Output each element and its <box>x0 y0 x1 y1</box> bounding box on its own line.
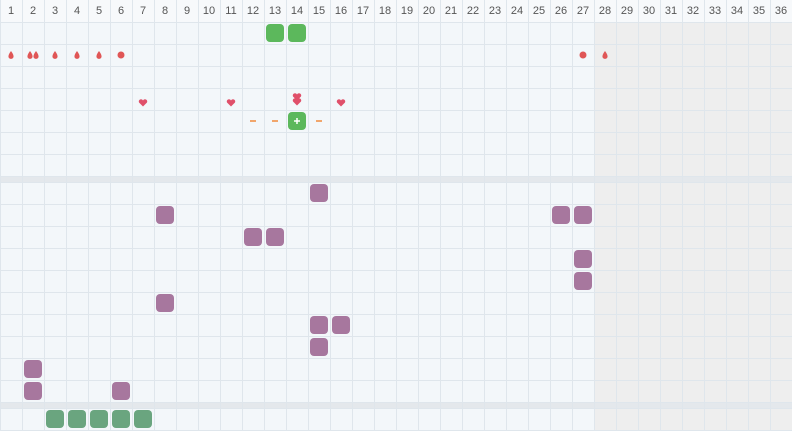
column-label: 3 <box>52 5 58 17</box>
drop-icon <box>602 51 608 59</box>
blob-icon <box>46 410 64 428</box>
column-label: 35 <box>753 5 765 17</box>
blob-icon <box>90 410 108 428</box>
blob-icon <box>574 206 592 224</box>
column-label: 36 <box>775 5 787 17</box>
drop-icon <box>52 51 58 59</box>
blob-icon <box>24 360 42 378</box>
column-label: 7 <box>140 5 146 17</box>
blob-icon <box>112 382 130 400</box>
heart-icon <box>292 93 302 101</box>
heart-icon <box>138 99 148 107</box>
blob-icon <box>112 410 130 428</box>
heart-icon <box>336 99 346 107</box>
column-label: 31 <box>665 5 677 17</box>
heart-icon <box>226 99 236 107</box>
column-label: 24 <box>511 5 523 17</box>
dot-icon <box>579 51 587 59</box>
blob-icon <box>310 316 328 334</box>
blob-icon <box>68 410 86 428</box>
column-label: 34 <box>731 5 743 17</box>
column-label: 16 <box>335 5 347 17</box>
column-label: 17 <box>357 5 369 17</box>
column-label: 8 <box>162 5 168 17</box>
column-label: 25 <box>533 5 545 17</box>
column-label: 18 <box>379 5 391 17</box>
drop-icon <box>74 51 80 59</box>
blob-icon <box>310 338 328 356</box>
blob-icon <box>24 382 42 400</box>
column-label: 26 <box>555 5 567 17</box>
blob-icon <box>244 228 262 246</box>
blob-icon <box>310 184 328 202</box>
dot-icon <box>117 51 125 59</box>
column-label: 1 <box>8 5 14 17</box>
column-label: 29 <box>621 5 633 17</box>
blob-icon <box>332 316 350 334</box>
blob-icon <box>134 410 152 428</box>
blob-icon <box>288 24 306 42</box>
heart-icon <box>292 98 302 106</box>
inactive-region <box>594 22 792 176</box>
column-label: 15 <box>313 5 325 17</box>
blob-icon <box>156 294 174 312</box>
column-label: 9 <box>184 5 190 17</box>
column-label: 10 <box>203 5 215 17</box>
drop-icon <box>33 51 39 59</box>
column-label: 5 <box>96 5 102 17</box>
column-label: 32 <box>687 5 699 17</box>
drop-icon <box>27 51 33 59</box>
column-label: 2 <box>30 5 36 17</box>
column-label: 33 <box>709 5 721 17</box>
column-label: 22 <box>467 5 479 17</box>
column-label: 21 <box>445 5 457 17</box>
blob-icon <box>266 228 284 246</box>
column-label: 12 <box>247 5 259 17</box>
icons <box>8 24 608 428</box>
plus-icon <box>294 118 300 124</box>
inactive-region <box>594 408 792 431</box>
column-label: 28 <box>599 5 611 17</box>
blob-icon <box>156 206 174 224</box>
drop-icon <box>96 51 102 59</box>
blob-icon <box>574 250 592 268</box>
column-label: 30 <box>643 5 655 17</box>
column-label: 13 <box>269 5 281 17</box>
drop-icon <box>8 51 14 59</box>
column-label: 14 <box>291 5 303 17</box>
blob-icon <box>574 272 592 290</box>
column-label: 11 <box>225 5 236 17</box>
blob-icon <box>266 24 284 42</box>
column-label: 4 <box>74 5 80 17</box>
column-label: 23 <box>489 5 501 17</box>
column-label: 20 <box>423 5 435 17</box>
column-label: 19 <box>401 5 413 17</box>
column-label: 27 <box>577 5 589 17</box>
blob-icon <box>552 206 570 224</box>
column-label: 6 <box>118 5 124 17</box>
